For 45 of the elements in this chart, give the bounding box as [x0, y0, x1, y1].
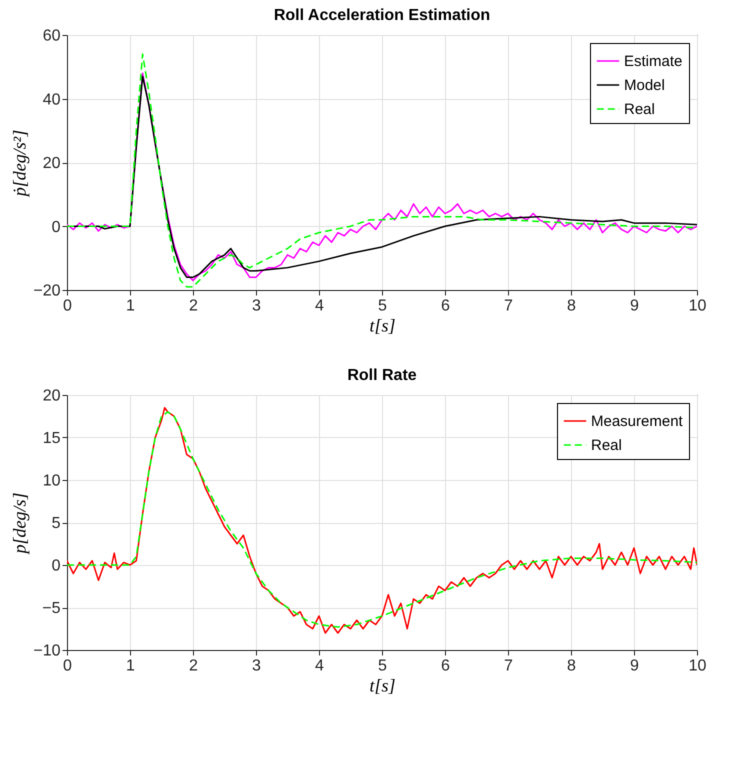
x-tick-label: 2 [189, 298, 198, 314]
x-axis-title: t[s] [369, 676, 396, 696]
y-tick-label: 60 [42, 28, 61, 44]
y-tick-label: 20 [42, 155, 61, 172]
x-tick-label: 1 [126, 298, 136, 314]
y-tick-label: 15 [42, 430, 61, 447]
legend-label: Real [591, 437, 622, 454]
y-tick-label: −5 [42, 600, 61, 617]
x-tick-label: 2 [189, 658, 198, 674]
x-tick-label: 3 [252, 658, 262, 674]
y-tick-label: −10 [33, 642, 61, 660]
x-tick-label: 6 [441, 658, 450, 674]
y-tick-label: 5 [52, 515, 61, 532]
x-tick-label: 4 [315, 298, 324, 314]
x-tick-label: 9 [630, 298, 640, 314]
x-tick-label: 3 [252, 298, 262, 314]
x-tick-label: 8 [567, 298, 576, 314]
x-tick-label: 10 [688, 658, 706, 674]
legend-label: Model [624, 77, 665, 94]
y-tick-label: 40 [42, 91, 61, 108]
legend-label: Estimate [624, 53, 682, 70]
x-tick-label: 4 [315, 658, 324, 674]
x-tick-label: 9 [630, 658, 640, 674]
x-tick-label: 5 [378, 298, 388, 314]
y-tick-label: 0 [52, 218, 61, 236]
legend-label: Real [624, 101, 655, 118]
y-axis-title: p[deg/s] [9, 492, 30, 556]
y-tick-label: 0 [52, 558, 61, 574]
x-tick-label: 1 [126, 658, 136, 674]
y-tick-label: 20 [42, 388, 61, 404]
y-axis-title: ṗ[deg/s²] [9, 130, 30, 198]
x-tick-label: 10 [688, 298, 706, 314]
y-tick-label: −20 [33, 282, 61, 300]
x-tick-label: 0 [63, 658, 72, 674]
x-tick-label: 5 [378, 658, 388, 674]
x-tick-label: 7 [504, 298, 514, 314]
x-tick-label: 7 [504, 658, 514, 674]
x-tick-label: 0 [63, 298, 72, 314]
x-tick-label: 6 [441, 298, 450, 314]
legend-label: Measurement [591, 413, 684, 430]
x-tick-label: 8 [567, 658, 576, 674]
chart-title: Roll Rate [347, 367, 417, 384]
chart-title: Roll Acceleration Estimation [274, 7, 490, 24]
x-axis-title: t[s] [369, 316, 396, 336]
y-tick-label: 10 [42, 472, 61, 490]
